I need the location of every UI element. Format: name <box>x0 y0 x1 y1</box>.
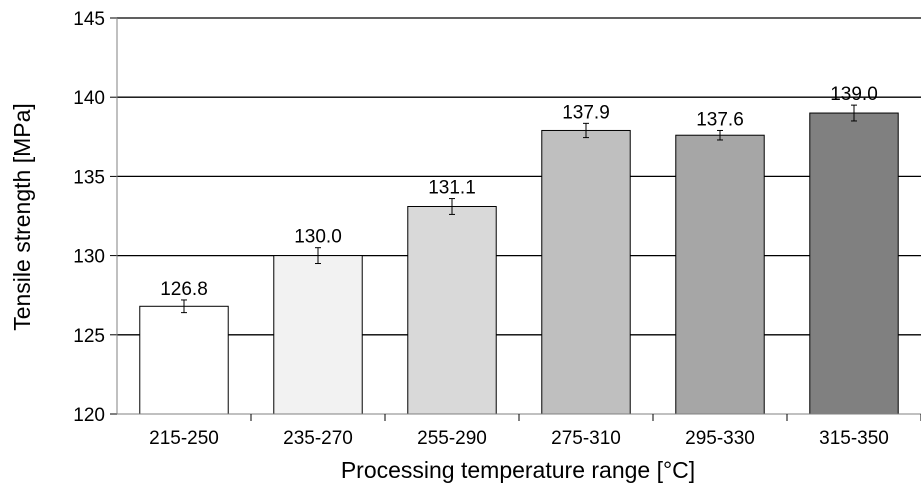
bar-235-270 <box>273 255 363 415</box>
data-label: 139.0 <box>830 84 878 105</box>
x-tick-label: 235-270 <box>283 428 353 449</box>
y-tick-label: 130 <box>73 247 105 268</box>
bar-295-330 <box>675 134 765 415</box>
x-tick-label: 215-250 <box>149 428 219 449</box>
bar-315-350 <box>809 112 899 415</box>
data-label: 137.9 <box>562 102 610 123</box>
data-label: 131.1 <box>428 178 476 199</box>
x-tick-label: 275-310 <box>551 428 621 449</box>
x-tick-label: 255-290 <box>417 428 487 449</box>
data-label: 130.0 <box>294 227 342 248</box>
bars <box>139 104 899 415</box>
y-axis-title: Tensile strength [MPa] <box>9 103 35 331</box>
bar-255-290 <box>407 205 497 415</box>
bar-215-250 <box>139 305 229 415</box>
bar-275-310 <box>541 129 631 415</box>
y-tick-label: 120 <box>73 405 105 426</box>
y-tick-label: 135 <box>73 167 105 188</box>
data-label: 137.6 <box>696 109 744 130</box>
y-tick-label: 140 <box>73 88 105 109</box>
y-tick-label: 125 <box>73 326 105 347</box>
gridlines <box>117 17 921 336</box>
y-tick-label: 145 <box>73 9 105 30</box>
x-tick-label: 295-330 <box>685 428 755 449</box>
x-tick-label: 315-350 <box>819 428 889 449</box>
data-label: 126.8 <box>160 279 208 300</box>
axes <box>110 17 921 421</box>
labels: 120 125 130 135 140 145 126.8 215-250 130.0 235-2… <box>73 9 889 449</box>
x-axis-title: Processing temperature range [°C] <box>341 457 695 483</box>
